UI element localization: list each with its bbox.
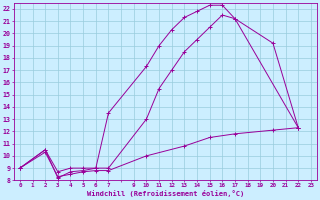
X-axis label: Windchill (Refroidissement éolien,°C): Windchill (Refroidissement éolien,°C): [87, 190, 244, 197]
